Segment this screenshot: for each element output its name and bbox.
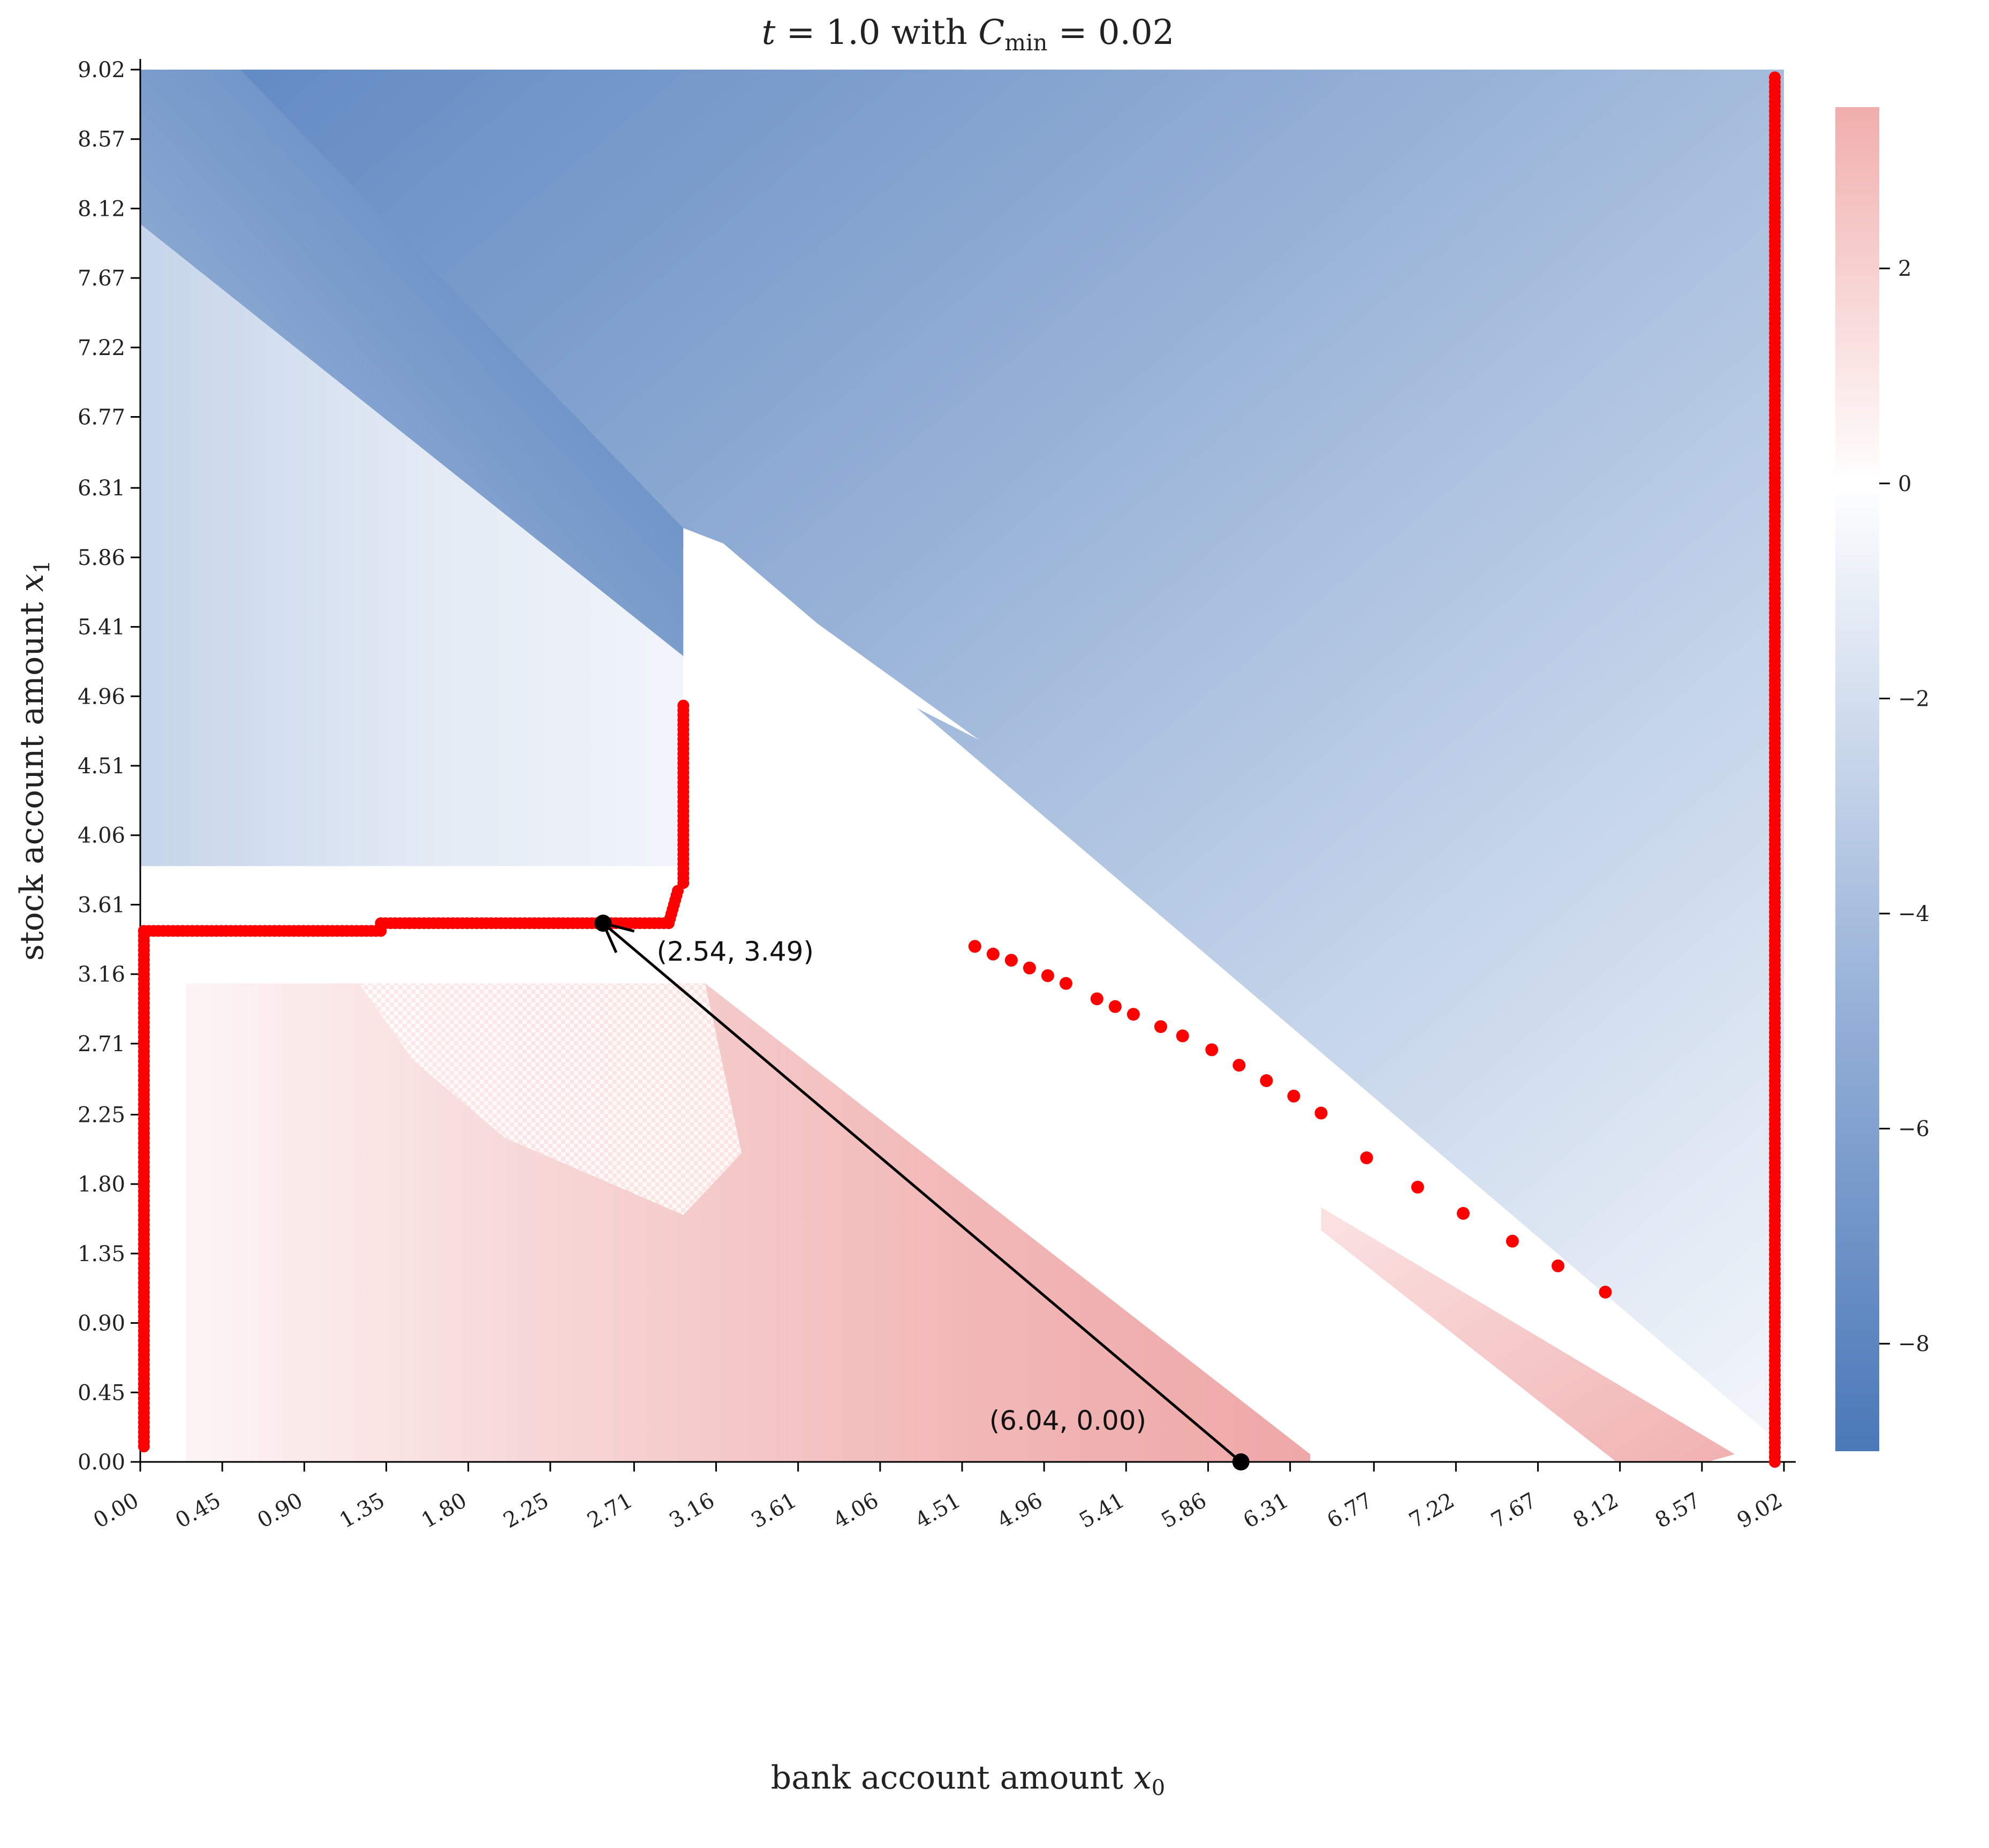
y-tick-label: 2.71 [78, 1032, 125, 1057]
transition-arrow [603, 923, 1242, 1463]
y-tick-label: 6.31 [78, 476, 125, 501]
x-tick-label: 3.16 [665, 1488, 719, 1533]
boundary-point [1041, 969, 1054, 983]
x-tick-label: 2.25 [500, 1488, 553, 1533]
y-tick-label: 3.16 [78, 962, 125, 987]
boundary-markers [138, 71, 1781, 1468]
boundary-point [1004, 954, 1018, 967]
heatmap-diagonal-strip [140, 70, 684, 657]
x-axis-label: bank account amount x0 [771, 1759, 1165, 1800]
chart-title: t = 1.0 with Cmin = 0.02 [762, 13, 1175, 56]
boundary-point [1506, 1234, 1519, 1248]
boundary-point [1176, 1029, 1189, 1043]
x-tick-label: 5.86 [1157, 1488, 1211, 1533]
x-tick-label: 8.57 [1651, 1488, 1705, 1533]
x-tick-label: 2.71 [583, 1488, 637, 1533]
boundary-point [1360, 1151, 1373, 1165]
y-tick-label: 0.00 [78, 1450, 125, 1475]
y-tick-label: 0.90 [78, 1311, 125, 1336]
y-axis-label: stock account amount x1 [13, 560, 55, 961]
heatmap-checkered-region [359, 983, 742, 1215]
x-tick-label: 6.31 [1239, 1488, 1293, 1533]
boundary-point [1126, 1008, 1140, 1021]
colorbar-tick-label: −2 [1898, 687, 1930, 711]
x-tick-label: 6.77 [1323, 1488, 1377, 1533]
y-tick-label: 4.96 [78, 684, 125, 709]
boundary-point [986, 947, 1000, 961]
x-tick-label: 4.06 [829, 1488, 883, 1533]
colorbar-gradient [1835, 107, 1879, 1451]
boundary-point [1551, 1259, 1564, 1272]
annotation-point [594, 915, 612, 932]
y-tick-label: 7.67 [78, 266, 125, 291]
heatmap-red-strip [1321, 1207, 1735, 1462]
x-tick-label: 4.96 [993, 1488, 1047, 1533]
y-tick-label: 8.57 [78, 127, 125, 152]
boundary-point [1599, 1285, 1612, 1299]
boundary-point [1411, 1180, 1424, 1194]
y-tick-label: 1.35 [78, 1242, 125, 1266]
boundary-point [1090, 992, 1103, 1006]
y-tick-label: 5.41 [78, 615, 125, 640]
boundary-point [1060, 977, 1073, 990]
boundary-point [968, 940, 981, 953]
boundary-point [1314, 1106, 1328, 1120]
boundary-point [677, 699, 690, 712]
annotation-label: (6.04, 0.00) [989, 1405, 1146, 1436]
boundary-point [1023, 961, 1036, 975]
x-tick-label: 1.80 [418, 1488, 471, 1533]
y-tick-label: 3.61 [78, 893, 125, 917]
y-ticks: 0.00 0.45 0.90 1.35 1.80 2.25 2.71 3.16 3.61 4.06… [78, 58, 140, 1475]
x-tick-label: 8.12 [1569, 1488, 1623, 1533]
annotation-label: (2.54, 3.49) [657, 936, 814, 967]
colorbar-tick-label: −8 [1898, 1332, 1930, 1356]
heatmap-white-gap [683, 548, 979, 740]
colorbar-tick-label: 2 [1898, 257, 1911, 281]
x-tick-label: 7.67 [1487, 1488, 1540, 1533]
boundary-point [1260, 1074, 1273, 1088]
y-tick-label: 5.86 [78, 546, 125, 570]
y-tick-label: 4.51 [78, 754, 125, 779]
y-tick-label: 6.77 [78, 405, 125, 430]
boundary-point [1287, 1089, 1300, 1103]
boundary-point [1769, 71, 1781, 84]
x-tick-label: 0.45 [171, 1488, 225, 1533]
colorbar-tick-label: −4 [1898, 902, 1930, 926]
y-tick-label: 9.02 [78, 58, 125, 82]
y-tick-label: 8.12 [78, 197, 125, 221]
y-tick-label: 1.80 [78, 1172, 125, 1197]
x-tick-label: 5.41 [1075, 1488, 1129, 1533]
colorbar-ticks: 2 0 −2 −4 −6 −8 [1879, 257, 1930, 1356]
x-tick-label: 4.51 [911, 1488, 965, 1533]
boundary-point [1205, 1043, 1219, 1057]
boundary-point [1108, 1000, 1122, 1013]
boundary-point [1154, 1020, 1167, 1034]
colorbar-tick-label: 0 [1898, 472, 1911, 496]
heatmap-left-band [140, 224, 684, 866]
x-tick-label: 0.90 [253, 1488, 307, 1533]
annotation-point [1232, 1453, 1250, 1470]
x-tick-label: 9.02 [1733, 1488, 1787, 1533]
x-tick-label: 7.22 [1405, 1488, 1458, 1533]
y-tick-label: 7.22 [78, 336, 125, 360]
x-tick-label: 3.61 [747, 1488, 801, 1533]
x-tick-label: 1.35 [335, 1488, 389, 1533]
heatmap [140, 59, 1796, 1462]
y-tick-label: 0.45 [78, 1381, 125, 1405]
colorbar-tick-label: −6 [1898, 1117, 1930, 1142]
colorbar: 2 0 −2 −4 −6 −8 [1835, 107, 1930, 1451]
x-ticks: 0.00 0.45 0.90 1.35 1.80 2.25 2.71 3.16 3.61 4.06… [89, 1462, 1787, 1533]
boundary-point [1232, 1059, 1246, 1072]
x-tick-label: 0.00 [89, 1488, 143, 1533]
y-tick-label: 4.06 [78, 824, 125, 848]
y-tick-label: 2.25 [78, 1103, 125, 1127]
boundary-point [1456, 1206, 1470, 1220]
annotations: (2.54, 3.49) (6.04, 0.00) [594, 915, 1250, 1470]
